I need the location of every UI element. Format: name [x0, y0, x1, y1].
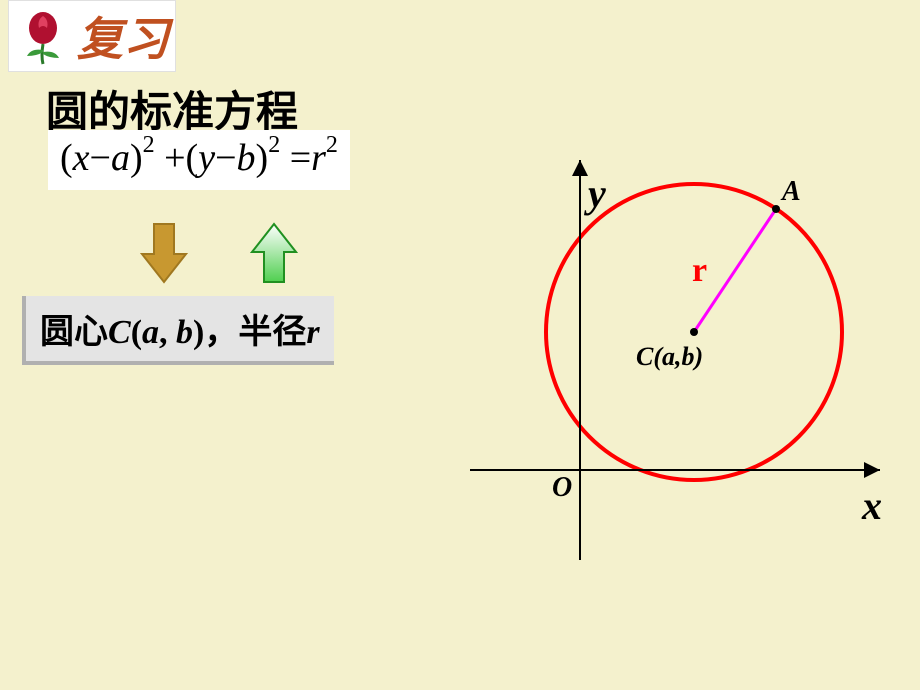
x-axis-arrow-icon — [864, 462, 880, 478]
label-radius-word: 半径 — [238, 314, 306, 351]
equation-box: (x−a)2 +(y−b)2 =r2 — [48, 130, 350, 190]
close-paren: ) — [193, 314, 204, 351]
open-paren: ( — [131, 314, 142, 351]
center-radius-box: 圆心C(a, b)，半径r — [22, 296, 334, 365]
var-a: a — [142, 314, 159, 351]
separator: ， — [204, 314, 238, 351]
diagram: y x A C(a,b) r O — [460, 140, 900, 580]
var-r: r — [306, 314, 319, 351]
y-axis-label: y — [588, 170, 606, 217]
comma: , — [159, 314, 176, 351]
header-title: 复习 — [77, 3, 169, 69]
rose-icon — [13, 6, 73, 66]
point-a-label: A — [782, 176, 801, 208]
label-center-word: 圆心 — [40, 314, 108, 351]
x-axis-label: x — [862, 482, 882, 529]
center-dot — [690, 328, 698, 336]
arrow-down-icon — [140, 222, 188, 284]
center-label: C(a,b) — [636, 342, 703, 372]
header-box: 复习 — [8, 0, 176, 72]
var-C: C — [108, 314, 131, 351]
point-a-dot — [772, 205, 780, 213]
origin-label: O — [552, 472, 572, 504]
y-axis-arrow-icon — [572, 160, 588, 176]
radius-label: r — [692, 252, 707, 290]
var-b: b — [176, 314, 193, 351]
arrow-up-icon — [250, 222, 298, 284]
